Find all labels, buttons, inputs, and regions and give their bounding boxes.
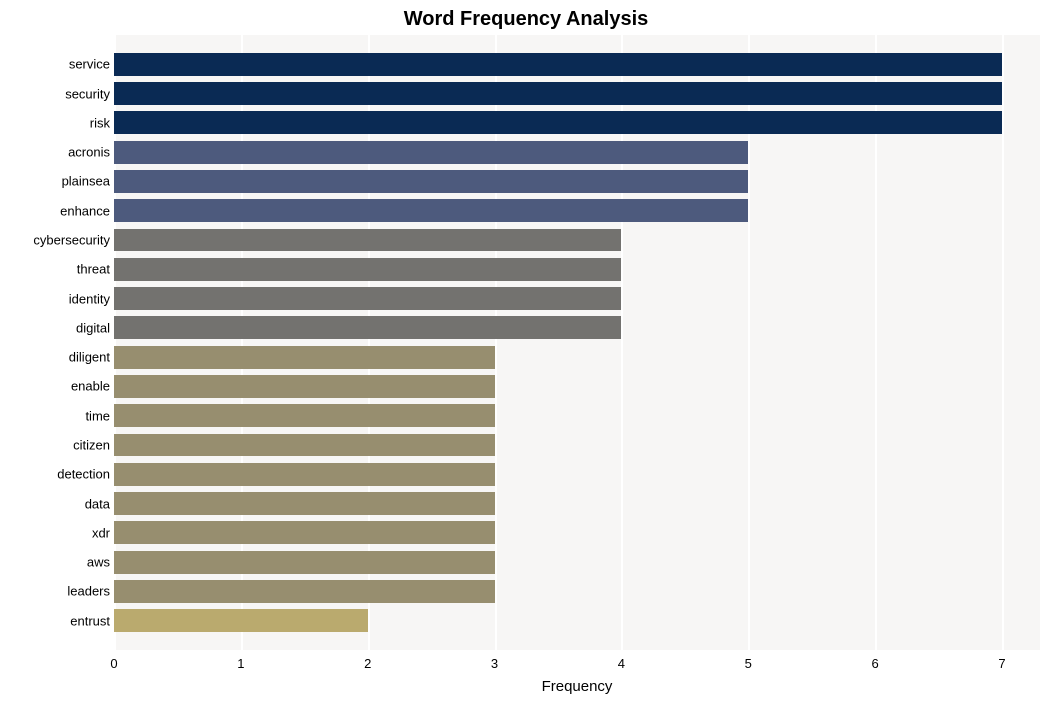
y-tick-label: plainsea (62, 174, 110, 189)
bar (114, 82, 1002, 105)
bar (114, 492, 495, 515)
bar (114, 170, 748, 193)
y-tick-label: data (85, 496, 110, 511)
x-tick-label: 1 (237, 656, 244, 671)
y-tick-label: security (65, 86, 110, 101)
bar (114, 199, 748, 222)
bar (114, 141, 748, 164)
x-axis-title: Frequency (114, 678, 1040, 695)
x-tick-label: 4 (618, 656, 625, 671)
y-tick-label: entrust (70, 613, 110, 628)
y-tick-label: threat (77, 262, 110, 277)
y-tick-label: time (85, 408, 110, 423)
plot-area (114, 35, 1040, 650)
bar (114, 346, 495, 369)
chart-container: Word Frequency Analysis service security r… (0, 0, 1052, 701)
bar (114, 316, 621, 339)
y-tick-label: service (69, 57, 110, 72)
y-tick-label: detection (57, 467, 110, 482)
bar (114, 53, 1002, 76)
bar (114, 463, 495, 486)
bar (114, 229, 621, 252)
bar (114, 287, 621, 310)
x-axis-ticks: 01234567 (114, 650, 1040, 680)
x-tick-label: 2 (364, 656, 371, 671)
y-tick-label: acronis (68, 145, 110, 160)
y-tick-label: risk (90, 115, 110, 130)
bar (114, 375, 495, 398)
y-tick-label: digital (76, 320, 110, 335)
bar (114, 404, 495, 427)
y-tick-label: enhance (60, 203, 110, 218)
bar (114, 580, 495, 603)
grid-line (1002, 35, 1004, 650)
bar (114, 521, 495, 544)
y-tick-label: cybersecurity (33, 233, 110, 248)
x-tick-label: 0 (110, 656, 117, 671)
bar (114, 258, 621, 281)
bar (114, 551, 495, 574)
y-tick-label: identity (69, 291, 110, 306)
y-axis-labels: service security risk acronis plainsea enhanc… (0, 35, 110, 650)
y-tick-label: citizen (73, 438, 110, 453)
y-tick-label: leaders (67, 584, 110, 599)
chart-title: Word Frequency Analysis (0, 8, 1052, 31)
x-tick-label: 7 (998, 656, 1005, 671)
x-tick-label: 6 (871, 656, 878, 671)
y-tick-label: diligent (69, 350, 110, 365)
x-tick-label: 3 (491, 656, 498, 671)
y-tick-label: aws (87, 555, 110, 570)
bar (114, 111, 1002, 134)
x-tick-label: 5 (745, 656, 752, 671)
bar (114, 609, 368, 632)
y-tick-label: enable (71, 379, 110, 394)
bar (114, 434, 495, 457)
y-tick-label: xdr (92, 525, 110, 540)
